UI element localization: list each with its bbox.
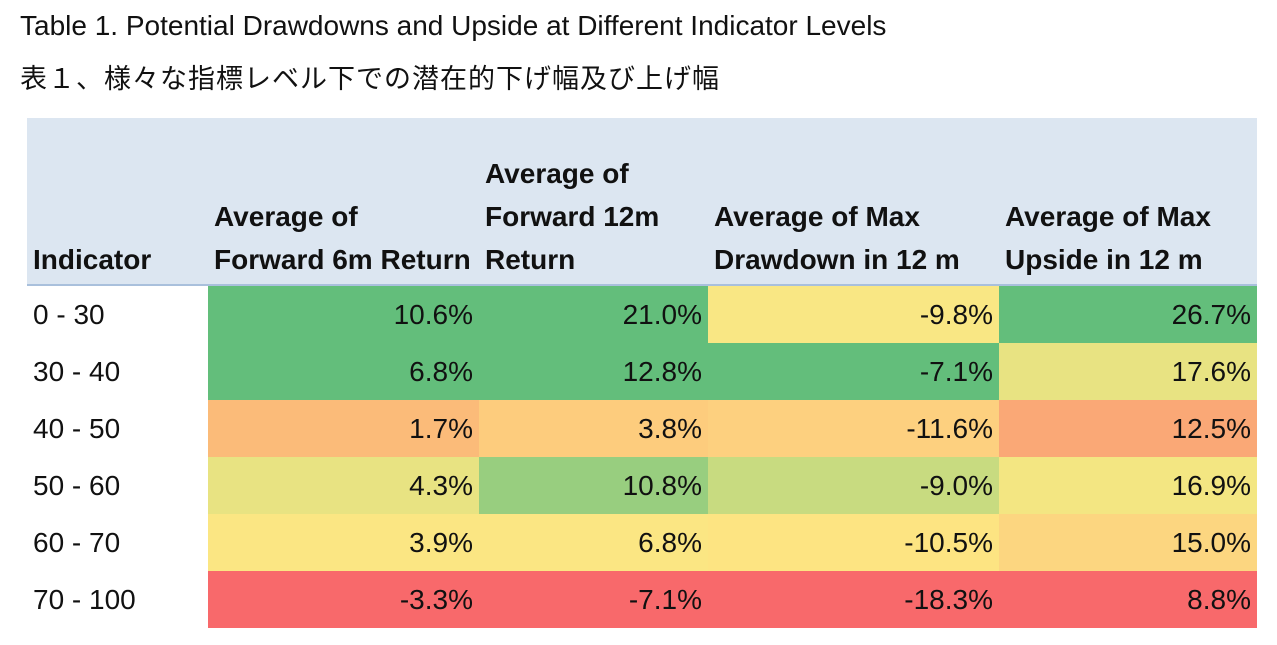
forward-6m-cell: 6.8% <box>208 343 479 400</box>
forward-6m-cell: 10.6% <box>208 286 479 343</box>
header-forward-12m-return: Average of Forward 12m Return <box>485 158 660 275</box>
indicator-cell: 60 - 70 <box>33 526 121 558</box>
data-table: Indicator Average of Forward 6m Return A… <box>27 118 1257 628</box>
header-indicator: Indicator <box>33 244 152 275</box>
indicator-cell: 30 - 40 <box>33 355 121 387</box>
forward-12m-cell: -7.1% <box>479 571 708 628</box>
header-max-upside: Average of Max Upside in 12 m <box>1005 201 1211 275</box>
max-upside-cell: 17.6% <box>999 343 1257 400</box>
indicator-cell: 40 - 50 <box>33 412 121 444</box>
header-max-drawdown: Average of Max Drawdown in 12 m <box>714 201 960 275</box>
max-drawdown-cell: -10.5% <box>708 514 999 571</box>
forward-12m-cell: 10.8% <box>479 457 708 514</box>
table-row: 70 - 100 -3.3% -7.1% -18.3% 8.8% <box>27 571 1257 628</box>
forward-6m-cell: -3.3% <box>208 571 479 628</box>
forward-6m-cell: 1.7% <box>208 400 479 457</box>
max-upside-cell: 12.5% <box>999 400 1257 457</box>
forward-12m-cell: 12.8% <box>479 343 708 400</box>
indicator-cell: 70 - 100 <box>33 583 136 615</box>
table-row: 30 - 40 6.8% 12.8% -7.1% 17.6% <box>27 343 1257 400</box>
max-upside-cell: 26.7% <box>999 286 1257 343</box>
forward-12m-cell: 3.8% <box>479 400 708 457</box>
max-drawdown-cell: -9.0% <box>708 457 999 514</box>
table-subtitle: 表１、様々な指標レベル下での潜在的下げ幅及び上げ幅 <box>20 64 720 95</box>
forward-12m-cell: 21.0% <box>479 286 708 343</box>
table-row: 60 - 70 3.9% 6.8% -10.5% 15.0% <box>27 514 1257 571</box>
forward-12m-cell: 6.8% <box>479 514 708 571</box>
table-row: 0 - 30 10.6% 21.0% -9.8% 26.7% <box>27 286 1257 343</box>
max-upside-cell: 15.0% <box>999 514 1257 571</box>
table-row: 50 - 60 4.3% 10.8% -9.0% 16.9% <box>27 457 1257 514</box>
table-header-row: Indicator Average of Forward 6m Return A… <box>27 118 1257 286</box>
max-upside-cell: 8.8% <box>999 571 1257 628</box>
max-upside-cell: 16.9% <box>999 457 1257 514</box>
table-row: 40 - 50 1.7% 3.8% -11.6% 12.5% <box>27 400 1257 457</box>
table-title: Table 1. Potential Drawdowns and Upside … <box>20 10 887 41</box>
max-drawdown-cell: -9.8% <box>708 286 999 343</box>
header-forward-6m-return: Average of Forward 6m Return <box>214 201 471 275</box>
max-drawdown-cell: -11.6% <box>708 400 999 457</box>
indicator-cell: 50 - 60 <box>33 469 121 501</box>
max-drawdown-cell: -7.1% <box>708 343 999 400</box>
forward-6m-cell: 4.3% <box>208 457 479 514</box>
max-drawdown-cell: -18.3% <box>708 571 999 628</box>
forward-6m-cell: 3.9% <box>208 514 479 571</box>
indicator-cell: 0 - 30 <box>33 298 105 330</box>
